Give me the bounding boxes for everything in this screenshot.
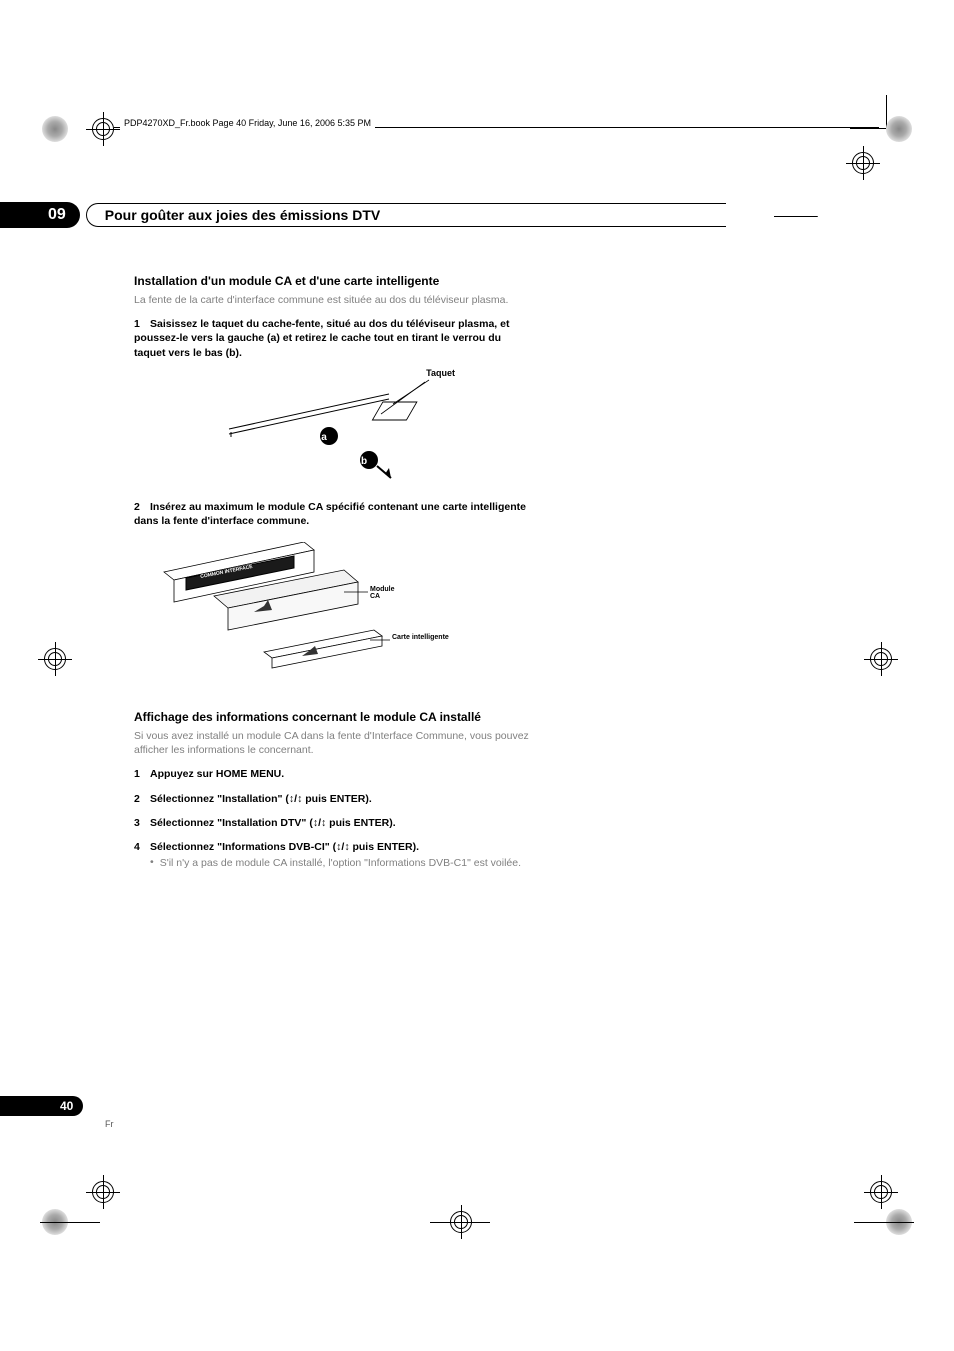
module-diagram-icon (144, 542, 404, 692)
step-2: 2Insérez au maximum le module CA spécifi… (134, 500, 534, 528)
crop-line (850, 128, 886, 129)
crop-register-icon (870, 648, 892, 670)
menu-step-1: 1Appuyez sur HOME MENU. (134, 767, 534, 781)
up-down-arrow-icon: ↕ (313, 817, 318, 829)
step-text: Sélectionnez "Informations DVB-CI" ( (150, 841, 336, 853)
figure-label-module: Module CA (370, 586, 404, 600)
up-down-arrow-icon: ↕ (336, 841, 341, 853)
chapter-title: Pour goûter aux joies des émissions DTV (105, 207, 708, 223)
menu-step-3: 3Sélectionnez "Installation DTV" (↕/↕ pu… (134, 816, 534, 830)
section-intro: La fente de la carte d'interface commune… (134, 293, 534, 307)
step-number: 1 (134, 767, 150, 781)
figure-module: COMMON INTERFACE Module CA Carte intelli… (144, 542, 404, 692)
note-text: S'il n'y a pas de module CA installé, l'… (160, 856, 521, 870)
bullet-icon: • (150, 856, 154, 870)
chapter-header: 09 Pour goûter aux joies des émissions D… (38, 202, 726, 228)
step-text: Insérez au maximum le module CA spécifié… (134, 501, 526, 527)
page-number: 40 (0, 1096, 83, 1116)
section-heading: Affichage des informations concernant le… (134, 710, 534, 725)
crop-line (854, 1222, 914, 1223)
crop-corner-icon (886, 116, 912, 142)
step-number: 2 (134, 500, 150, 514)
step-note: • S'il n'y a pas de module CA installé, … (150, 856, 534, 870)
step-text: puis ENTER). (350, 841, 419, 853)
step-text: Appuyez sur HOME MENU. (150, 768, 284, 780)
step-text: Sélectionnez "Installation" ( (150, 793, 289, 805)
section-intro: Si vous avez installé un module CA dans … (134, 729, 534, 757)
taquet-diagram-icon: a b (219, 374, 449, 484)
content-column: Installation d'un module CA et d'une car… (134, 274, 534, 870)
step-number: 2 (134, 792, 150, 806)
figure-label-card: Carte intelligente (392, 634, 449, 641)
figure-label-taquet: Taquet (426, 368, 455, 378)
menu-step-2: 2Sélectionnez "Installation" (↕/↕ puis E… (134, 792, 534, 806)
step-text: Saisissez le taquet du cache-fente, situ… (134, 318, 509, 358)
section-heading: Installation d'un module CA et d'une car… (134, 274, 534, 289)
crop-register-icon (852, 152, 874, 174)
step-number: 3 (134, 816, 150, 830)
svg-text:b: b (361, 456, 367, 467)
crop-register-icon (92, 118, 114, 140)
crop-line (40, 1222, 100, 1223)
crop-register-icon (44, 648, 66, 670)
step-text: puis ENTER). (302, 793, 371, 805)
step-text: puis ENTER). (326, 817, 395, 829)
crop-register-icon (92, 1181, 114, 1203)
chapter-title-frame: Pour goûter aux joies des émissions DTV (86, 203, 726, 227)
crop-register-icon (870, 1181, 892, 1203)
step-text: Sélectionnez "Installation DTV" ( (150, 817, 313, 829)
chapter-rule (774, 216, 818, 217)
step-1: 1Saisissez le taquet du cache-fente, sit… (134, 317, 534, 360)
up-down-arrow-icon: ↕ (289, 793, 294, 805)
page-language: Fr (105, 1119, 114, 1129)
step-number: 1 (134, 317, 150, 331)
crop-corner-icon (42, 116, 68, 142)
figure-taquet: a b Taquet (219, 374, 449, 484)
svg-text:a: a (321, 432, 327, 443)
menu-step-4: 4Sélectionnez "Informations DVB-CI" (↕/↕… (134, 840, 534, 854)
step-number: 4 (134, 840, 150, 854)
chapter-number: 09 (0, 202, 80, 228)
crop-line (430, 1222, 490, 1223)
running-head: PDP4270XD_Fr.book Page 40 Friday, June 1… (120, 118, 375, 128)
